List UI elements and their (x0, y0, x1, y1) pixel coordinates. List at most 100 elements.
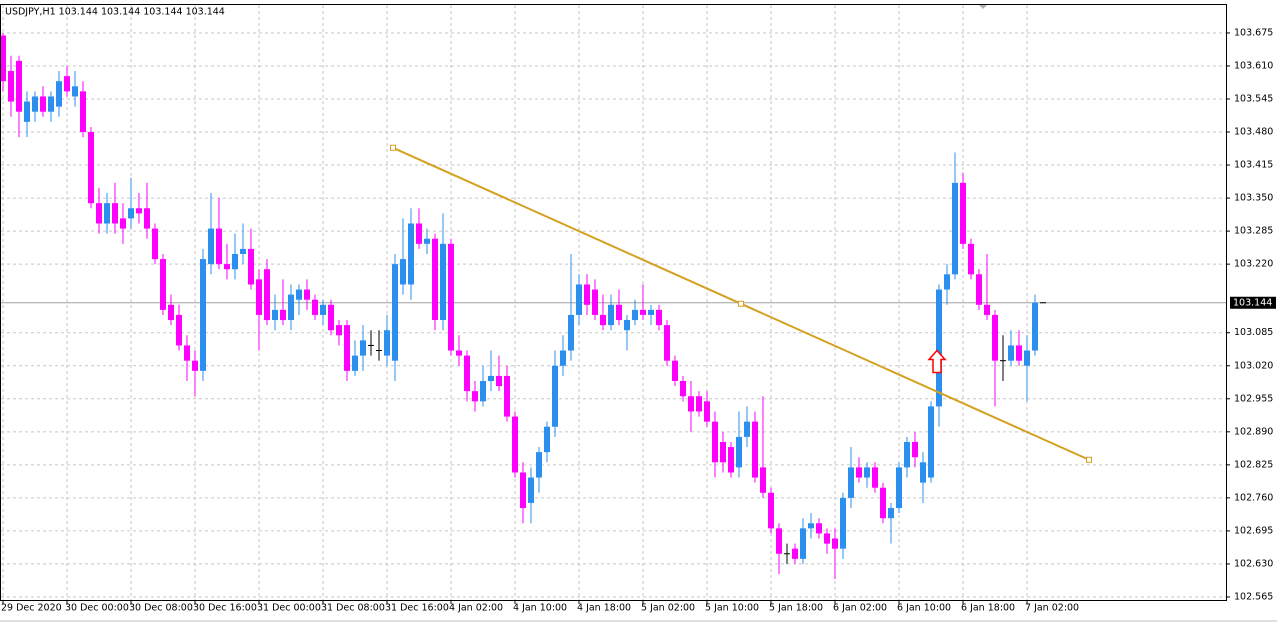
candle-body (248, 248, 254, 285)
candle-body (824, 533, 830, 544)
candle-body (880, 487, 886, 519)
candle-body (336, 325, 342, 336)
candle-body (920, 462, 926, 483)
candle-body (184, 345, 190, 361)
candle-body (360, 340, 366, 356)
x-tick-label: 6 Jan 02:00 (833, 603, 887, 614)
candle-body (32, 96, 38, 112)
price-label: 103.144 (1233, 297, 1272, 308)
y-tick-label: 102.890 (1234, 426, 1273, 437)
y-tick-label: 102.565 (1234, 591, 1273, 602)
candle-body (944, 274, 950, 290)
x-tick-label: 5 Jan 10:00 (705, 603, 759, 614)
candle-body (264, 269, 270, 321)
candle-body (128, 208, 134, 219)
candle-body (952, 182, 958, 275)
candle-body (112, 203, 118, 224)
candle-body (1032, 302, 1038, 351)
x-tick-label: 30 Dec 16:00 (193, 603, 257, 614)
y-tick-label: 103.675 (1234, 27, 1273, 38)
price-label-box (1230, 296, 1276, 309)
y-tick-label: 102.630 (1234, 558, 1273, 569)
candle-body (560, 350, 566, 366)
candle-body (696, 396, 702, 412)
candle-body (752, 421, 758, 478)
candle-body (520, 472, 526, 509)
candle-body (608, 304, 614, 326)
candle-body (304, 289, 310, 300)
candle-body (232, 253, 238, 270)
candle-body (656, 309, 662, 326)
candle-body (408, 223, 414, 285)
x-tick-label: 4 Jan 02:00 (449, 603, 503, 614)
candle-body (960, 182, 966, 244)
y-tick-label: 103.085 (1234, 327, 1273, 338)
candle-body (856, 467, 862, 478)
candle-body (800, 528, 806, 559)
candle-body (456, 350, 462, 356)
plot-border (0, 4, 1227, 601)
candle-body (168, 304, 174, 321)
candle-body (816, 523, 822, 534)
candle-body (512, 416, 518, 473)
y-tick-label: 103.285 (1234, 226, 1273, 237)
candle-body (768, 492, 774, 529)
candle-body (632, 309, 638, 321)
x-tick-label: 4 Jan 18:00 (577, 603, 631, 614)
candle-body (648, 309, 654, 315)
candle-body (440, 243, 446, 321)
candle-body (1008, 345, 1014, 361)
candle-body (912, 441, 918, 458)
candle-body (320, 304, 326, 315)
candle-body (472, 391, 478, 402)
candle-body (80, 91, 86, 133)
x-tick-label: 5 Jan 18:00 (769, 603, 823, 614)
candle-body (400, 259, 406, 285)
candle-body (216, 228, 222, 265)
x-tick-label: 6 Jan 18:00 (961, 603, 1015, 614)
candle-body (928, 406, 934, 478)
candle-body (448, 243, 454, 351)
x-tick-label: 29 Dec 2020 (1, 603, 62, 614)
x-tick-label: 30 Dec 00:00 (65, 603, 129, 614)
x-tick-label: 31 Dec 08:00 (321, 603, 385, 614)
candle-body (416, 223, 422, 244)
y-tick-label: 103.415 (1234, 160, 1273, 171)
candle-body (280, 309, 286, 321)
y-tick-label: 103.610 (1234, 60, 1273, 71)
candle-body (712, 421, 718, 463)
candle-body (992, 314, 998, 361)
candle-body (576, 284, 582, 315)
candle-body (256, 279, 262, 315)
candle-body (792, 548, 798, 559)
y-tick-label: 102.695 (1234, 525, 1273, 536)
candle-body (872, 467, 878, 488)
candle-body (144, 208, 150, 229)
y-tick-label: 103.020 (1234, 360, 1273, 371)
candle-body (528, 477, 534, 503)
candle-body (424, 238, 430, 244)
x-tick-label: 31 Dec 16:00 (385, 603, 449, 614)
candle-body (984, 304, 990, 315)
chart-title: USDJPY,H1 103.144 103.144 103.144 103.14… (5, 7, 225, 18)
candle-body (192, 360, 198, 371)
candle-body (0, 35, 6, 82)
arrow-marker (927, 349, 947, 374)
x-tick-label: 30 Dec 08:00 (129, 603, 193, 614)
candle-body (680, 381, 686, 397)
candle-body (480, 381, 486, 402)
candle-body (24, 101, 30, 122)
candle-body (976, 274, 982, 305)
candle-body (600, 314, 606, 326)
candle-body (16, 60, 22, 112)
y-tick-label: 103.220 (1234, 259, 1273, 270)
candle-body (88, 132, 94, 204)
candle-body (968, 243, 974, 275)
candle-body (72, 86, 78, 97)
candle-body (728, 447, 734, 473)
candle-body (664, 325, 670, 361)
candle-body (720, 441, 726, 463)
candle-body (888, 508, 894, 519)
candle-body (624, 320, 630, 331)
